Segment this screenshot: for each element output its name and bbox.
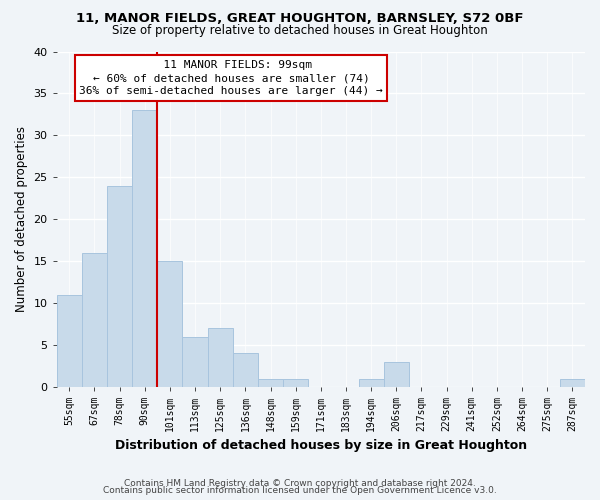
Y-axis label: Number of detached properties: Number of detached properties xyxy=(15,126,28,312)
Bar xyxy=(233,354,258,387)
Bar xyxy=(560,378,585,387)
Text: Size of property relative to detached houses in Great Houghton: Size of property relative to detached ho… xyxy=(112,24,488,37)
Text: Contains public sector information licensed under the Open Government Licence v3: Contains public sector information licen… xyxy=(103,486,497,495)
X-axis label: Distribution of detached houses by size in Great Houghton: Distribution of detached houses by size … xyxy=(115,440,527,452)
Bar xyxy=(132,110,157,387)
Bar xyxy=(82,252,107,387)
Bar xyxy=(208,328,233,387)
Bar xyxy=(384,362,409,387)
Text: Contains HM Land Registry data © Crown copyright and database right 2024.: Contains HM Land Registry data © Crown c… xyxy=(124,478,476,488)
Text: 11, MANOR FIELDS, GREAT HOUGHTON, BARNSLEY, S72 0BF: 11, MANOR FIELDS, GREAT HOUGHTON, BARNSL… xyxy=(76,12,524,26)
Bar xyxy=(182,336,208,387)
Bar xyxy=(359,378,384,387)
Bar xyxy=(157,261,182,387)
Bar xyxy=(57,294,82,387)
Bar xyxy=(258,378,283,387)
Text: 11 MANOR FIELDS: 99sqm
← 60% of detached houses are smaller (74)
36% of semi-det: 11 MANOR FIELDS: 99sqm ← 60% of detached… xyxy=(79,60,383,96)
Bar xyxy=(283,378,308,387)
Bar xyxy=(107,186,132,387)
